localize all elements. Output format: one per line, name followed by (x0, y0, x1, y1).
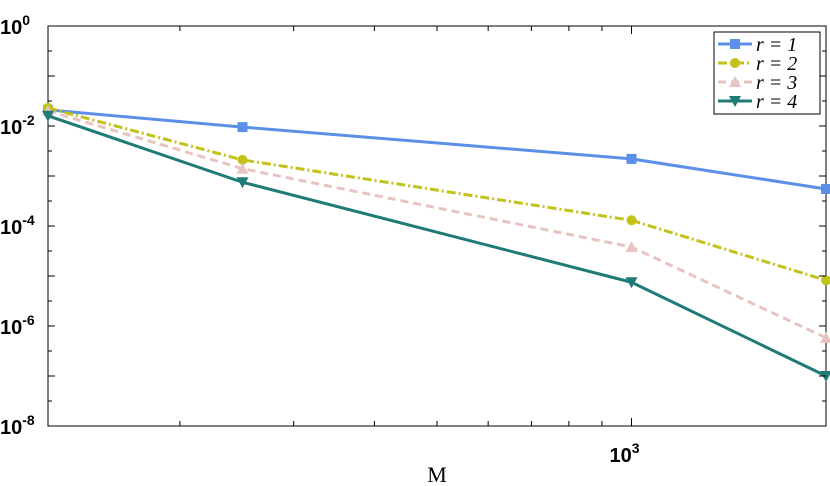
legend-marker (729, 76, 741, 87)
data-point (236, 177, 249, 189)
legend-marker (730, 58, 740, 68)
data-point (625, 277, 638, 289)
y-tick-label: 10-4 (0, 212, 35, 239)
data-point (236, 162, 249, 174)
data-point (237, 122, 248, 133)
x-tick-label: 103 (610, 440, 640, 467)
legend-label: r = 4 (756, 91, 797, 113)
data-point (42, 110, 54, 122)
y-tick-label: 100 (0, 12, 30, 39)
series-line (47, 106, 827, 282)
data-point (821, 275, 830, 286)
data-point (237, 154, 248, 165)
plot-area (47, 25, 827, 427)
legend-label: r = 3 (756, 72, 797, 94)
data-point (626, 153, 637, 164)
axis-layer: 100 10-2 10-4 10-6 10-8 103 (0, 12, 827, 467)
legend-label: r = 2 (756, 53, 797, 75)
series-line (47, 109, 827, 340)
y-tick-label: 10-2 (0, 112, 35, 139)
legend: r = 1r = 2r = 3r = 4 (713, 31, 821, 115)
data-point (821, 183, 830, 194)
y-tick-label: 10-8 (0, 412, 35, 439)
y-tick-label: 10-6 (0, 312, 35, 339)
series-line (47, 108, 827, 191)
plot-frame (47, 25, 827, 427)
data-point (626, 215, 637, 226)
data-point (820, 331, 830, 343)
legend-marker (730, 39, 740, 49)
data-point (625, 241, 638, 253)
series-layer (42, 102, 830, 382)
legend-marker (729, 96, 741, 107)
series-line (47, 114, 827, 378)
x-axis-label: M (427, 462, 447, 486)
legend-label: r = 1 (756, 34, 797, 56)
